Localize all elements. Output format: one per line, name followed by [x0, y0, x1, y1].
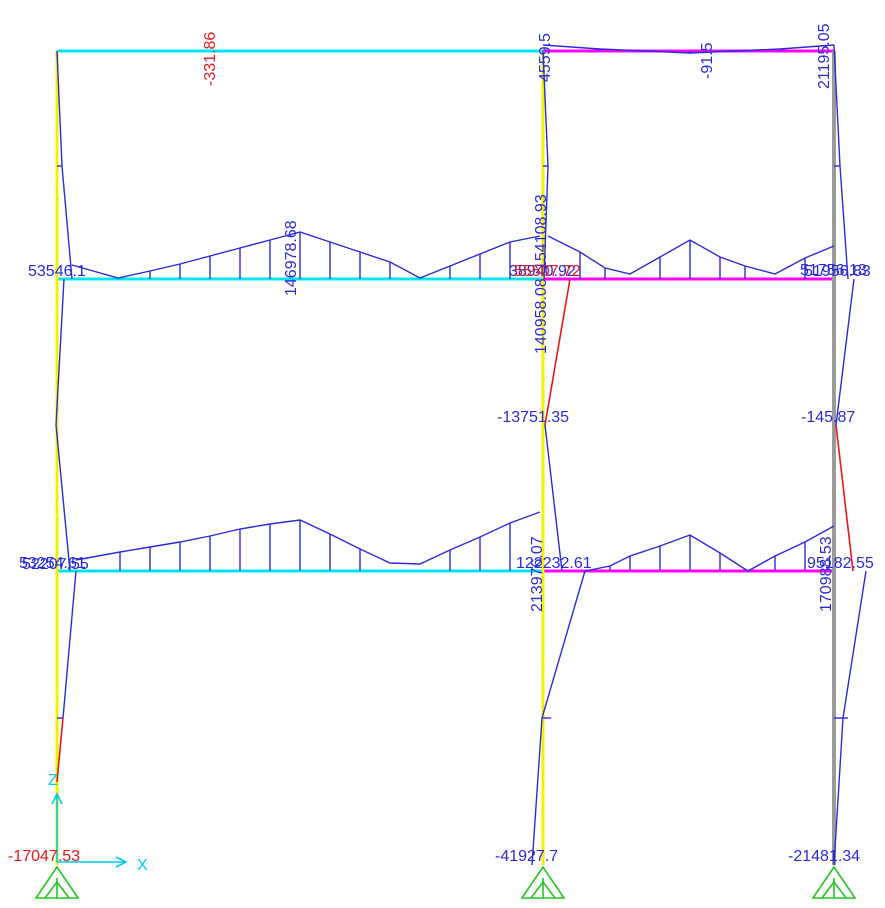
- moment-col-right-middle-neg: [835, 424, 854, 572]
- moment-col-right-upper: [833, 44, 849, 280]
- label-l1-mid-right: 122232.61: [516, 555, 592, 572]
- label-l1-left-b: 52207.55: [22, 556, 89, 573]
- moment-level1-right-hatch: [609, 535, 806, 571]
- label-l2-mid-down: 140958.08: [533, 278, 550, 354]
- moment-col-left-base-neg: [56, 717, 64, 783]
- moment-diagram: [55, 44, 867, 866]
- moment-col-left-lower: [62, 570, 77, 719]
- label-l2-mid-up: 154108.93: [533, 194, 550, 270]
- axis-z-label: Z: [48, 772, 58, 789]
- moment-diagram-negative: [56, 278, 854, 783]
- moment-level2-left: [71, 231, 541, 279]
- label-l2-mid-overlap-red: 55507.72: [514, 263, 581, 280]
- label-l2-right-b: 51956.83: [804, 263, 871, 280]
- label-l2-left: 53546.1: [28, 263, 86, 280]
- pin-support-left-icon: [34, 865, 80, 899]
- label-col-mid-center: -13751.35: [497, 409, 569, 426]
- label-l2-right-a: 51756.13: [800, 262, 867, 279]
- label-base-right: -21481.34: [788, 848, 860, 865]
- label-base-mid: -41927.7: [495, 848, 558, 865]
- frame-members: [55, 49, 836, 865]
- label-l2-left-beam-mid: 146978.68: [283, 220, 300, 296]
- moment-col-left-middle: [55, 278, 71, 572]
- value-labels: -331.86 4559.5 -91.5 21195.05 53546.1 14…: [8, 23, 874, 865]
- label-top-right: 21195.05: [816, 23, 833, 89]
- axis-x-label: X: [137, 857, 148, 874]
- moment-col-left-upper: [56, 50, 73, 280]
- moment-col-mid-lower: [531, 570, 586, 866]
- moment-level1-left: [75, 511, 541, 565]
- axis-triad-icon: [51, 792, 128, 868]
- moment-col-mid-middle-neg: [544, 278, 571, 426]
- pin-support-right-icon: [811, 865, 857, 899]
- label-l1-right-up: 170988.53: [818, 536, 835, 612]
- moment-col-mid-middle: [544, 424, 563, 572]
- moment-level1-left-hatch: [119, 520, 511, 571]
- moment-level1-right: [584, 525, 835, 572]
- label-l1-left-a: 53254.61: [19, 555, 86, 572]
- label-top-left-beam: -331.86: [202, 32, 219, 86]
- moment-level2-right: [547, 235, 835, 275]
- label-col-right-center: -145.87: [801, 409, 855, 426]
- label-l1-mid-up: 213976.07: [529, 536, 546, 612]
- label-l1-right-b: 95182.55: [807, 555, 874, 572]
- pin-support-middle-icon: [520, 865, 566, 899]
- label-base-left: -17047.53: [8, 848, 80, 865]
- supports: [34, 865, 857, 899]
- moment-level2-left-hatch: [149, 232, 511, 279]
- moment-col-right-middle: [835, 278, 855, 426]
- label-top-right-beam: -91.5: [699, 42, 716, 79]
- label-l2-mid-overlap-blue: 38940.92: [509, 263, 576, 280]
- label-top-mid: 4559.5: [537, 33, 554, 82]
- moment-level2-right-hatch: [579, 240, 806, 279]
